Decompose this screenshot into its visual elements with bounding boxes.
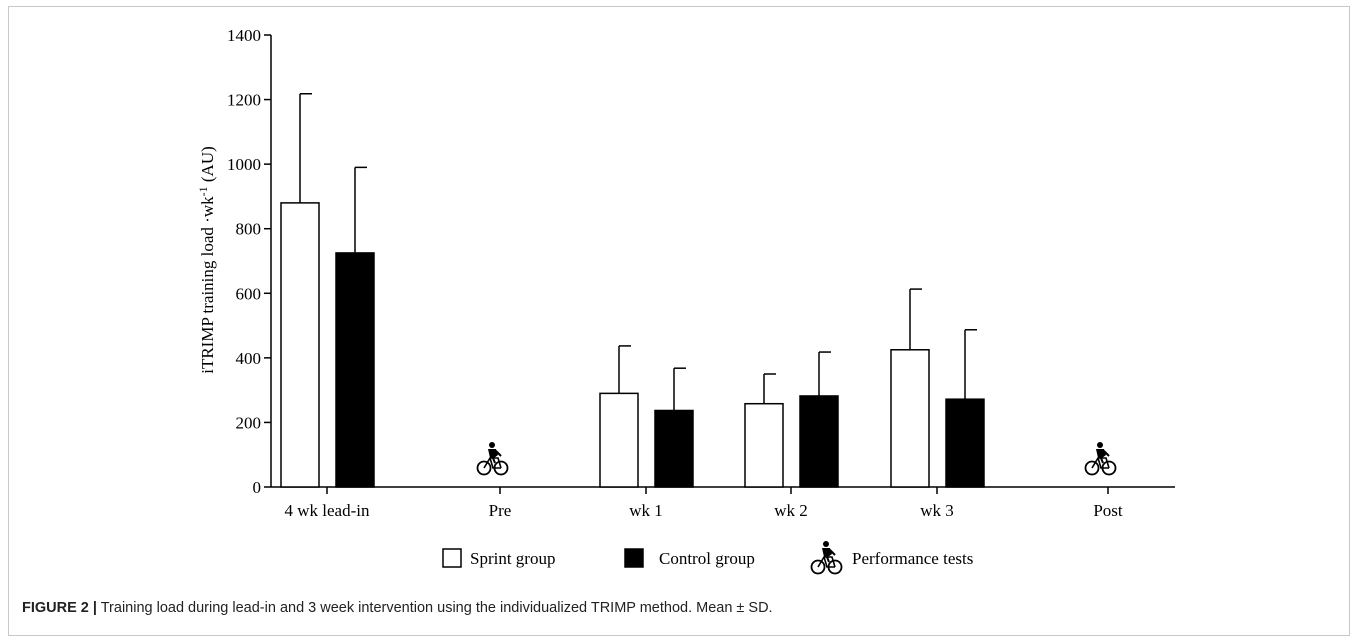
y-tick-label: 1000 bbox=[227, 155, 261, 174]
y-tick-label: 200 bbox=[236, 413, 262, 432]
legend-swatch-sprint bbox=[442, 548, 462, 568]
caption-text: Training load during lead-in and 3 week … bbox=[96, 600, 773, 616]
x-tick-label: wk 2 bbox=[774, 501, 808, 520]
performance-test-icons bbox=[476, 441, 1117, 476]
y-ticks: 0 200 400 600 800 1000 1200 1400 bbox=[227, 26, 271, 497]
x-tick-label: wk 1 bbox=[629, 501, 663, 520]
legend: Sprint group Control group Performance t… bbox=[442, 540, 973, 575]
y-axis-label-main: iTRIMP training load ·wk bbox=[198, 196, 217, 374]
y-axis-label-unit: (AU) bbox=[198, 146, 217, 186]
cyclist-icon bbox=[1084, 441, 1117, 476]
figure-caption: FIGURE 2 | Training load during lead-in … bbox=[22, 600, 1332, 616]
bars bbox=[280, 93, 985, 488]
legend-swatch-control bbox=[624, 548, 644, 568]
bar-control bbox=[799, 395, 839, 488]
bar-control bbox=[654, 409, 694, 488]
y-tick-label: 400 bbox=[236, 349, 262, 368]
x-tick-label: wk 3 bbox=[920, 501, 954, 520]
x-tick-label: Post bbox=[1093, 501, 1123, 520]
y-tick-label: 800 bbox=[236, 220, 262, 239]
bar-control bbox=[335, 252, 375, 488]
x-ticks: 4 wk lead-in Pre wk 1 wk 2 wk 3 Post bbox=[285, 487, 1123, 520]
bar-sprint bbox=[890, 349, 930, 488]
bar-sprint bbox=[744, 402, 784, 488]
y-tick-label: 600 bbox=[236, 284, 262, 303]
legend-label-sprint: Sprint group bbox=[470, 549, 555, 568]
y-tick-label: 1200 bbox=[227, 91, 261, 110]
figure-frame bbox=[8, 6, 1350, 636]
cyclist-icon bbox=[476, 441, 509, 476]
legend-label-control: Control group bbox=[659, 549, 755, 568]
y-axis-label-superscript: -1 bbox=[196, 186, 210, 196]
cyclist-icon bbox=[810, 540, 843, 575]
caption-label: FIGURE 2 | bbox=[22, 600, 97, 616]
bar-sprint bbox=[599, 392, 639, 488]
x-tick-label: Pre bbox=[489, 501, 512, 520]
y-tick-label: 0 bbox=[253, 478, 262, 497]
y-axis-label: iTRIMP training load ·wk-1 (AU) bbox=[196, 146, 217, 374]
x-tick-label: 4 wk lead-in bbox=[285, 501, 370, 520]
bar-sprint bbox=[280, 202, 320, 488]
legend-label-performance: Performance tests bbox=[852, 549, 973, 568]
y-tick-label: 1400 bbox=[227, 26, 261, 45]
bar-control bbox=[945, 398, 985, 488]
